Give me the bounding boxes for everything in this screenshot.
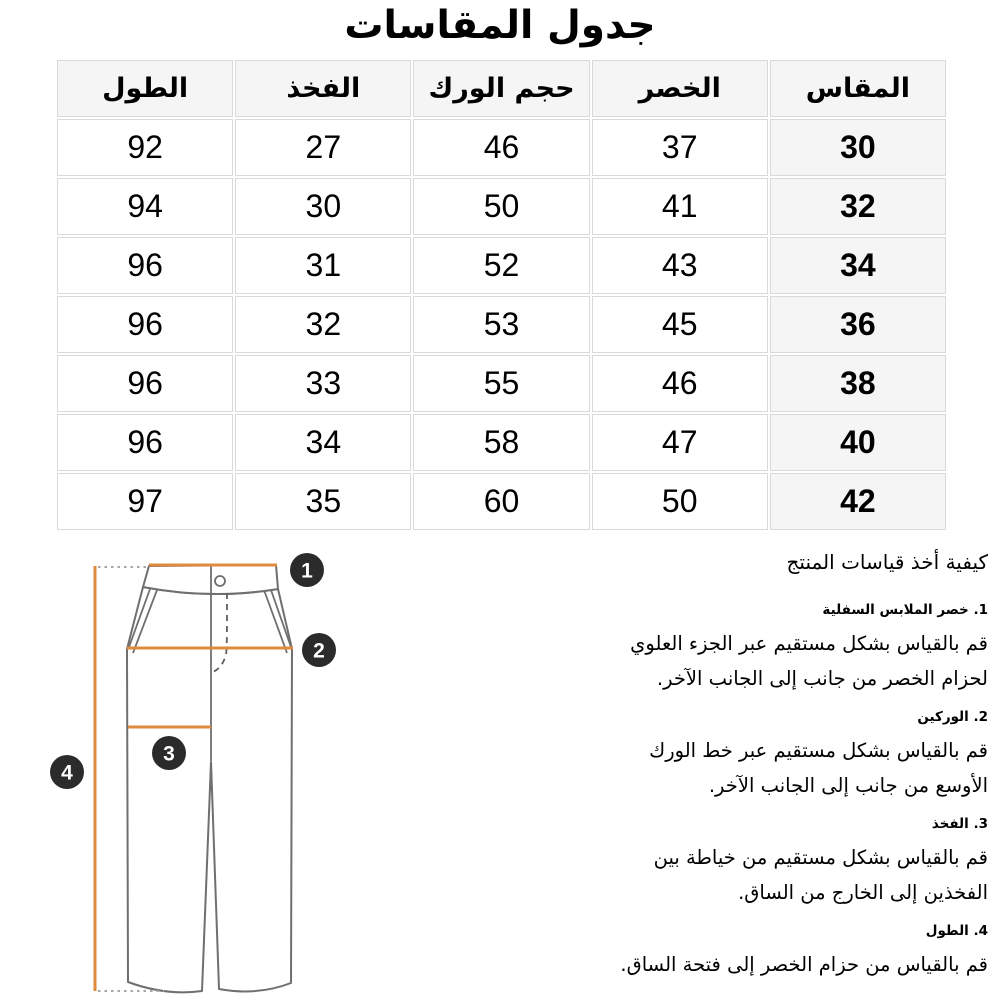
value-cell: 52 xyxy=(413,237,590,294)
size-table-body: 30 37 46 27 92 32 41 50 30 94 34 43 52 31 96 36 45 53 32 96… xyxy=(57,119,946,530)
value-cell: 96 xyxy=(57,355,234,412)
table-row: 32 41 50 30 94 xyxy=(57,178,946,235)
value-cell: 45 xyxy=(591,296,768,353)
size-cell: 36 xyxy=(769,296,946,353)
howto-heading: كيفية أخذ قياسات المنتج xyxy=(786,550,988,574)
value-cell: 94 xyxy=(57,178,234,235)
pants-measurement-diagram: 1 2 3 4 xyxy=(50,553,336,994)
column-header-hip: حجم الورك xyxy=(413,60,590,117)
step-text: قم بالقياس بشكل مستقيم عبر الجزء العلوي … xyxy=(630,632,988,690)
value-cell: 34 xyxy=(235,414,412,471)
column-header-waist: الخصر xyxy=(591,60,768,117)
fly-dashed-line xyxy=(212,592,228,673)
measure-step: 2. الوركين قم بالقياس بشكل مستقيم عبر خط … xyxy=(610,708,988,803)
value-cell: 33 xyxy=(235,355,412,412)
value-cell: 41 xyxy=(591,178,768,235)
pocket-line-left-2 xyxy=(132,589,158,654)
pocket-line-right-2 xyxy=(263,589,288,654)
badge-3-circle xyxy=(152,736,186,770)
size-table-head-row: المقاس الخصر حجم الورك الفخذ الطول xyxy=(57,60,946,117)
badge-3: 3 xyxy=(152,736,186,770)
value-cell: 27 xyxy=(235,119,412,176)
value-cell: 96 xyxy=(57,237,234,294)
step-text: قم بالقياس بشكل مستقيم من خياطة بين الفخ… xyxy=(653,846,988,904)
badge-1: 1 xyxy=(290,553,324,587)
badge-4-number: 4 xyxy=(61,762,73,785)
size-table: المقاس الخصر حجم الورك الفخذ الطول 30 37 46 27 9… xyxy=(55,58,948,532)
column-header-length: الطول xyxy=(57,60,234,117)
step-text: قم بالقياس بشكل مستقيم عبر خط الورك الأو… xyxy=(649,739,988,797)
howto-section: كيفية أخذ قياسات المنتج 1. خصر الملابس ا… xyxy=(610,548,988,994)
value-cell: 97 xyxy=(57,473,234,530)
badge-1-circle xyxy=(290,553,324,587)
size-cell: 42 xyxy=(769,473,946,530)
table-row: 34 43 52 31 96 xyxy=(57,237,946,294)
howto-steps: 1. خصر الملابس السفلية قم بالقياس بشكل مس… xyxy=(610,601,988,982)
value-cell: 58 xyxy=(413,414,590,471)
badge-2: 2 xyxy=(302,633,336,667)
step-text: قم بالقياس من حزام الخصر إلى فتحة الساق. xyxy=(620,953,988,976)
page-title: جدول المقاسات xyxy=(344,3,656,48)
step-label: 3. الفخذ xyxy=(931,816,988,832)
table-row: 42 50 60 35 97 xyxy=(57,473,946,530)
badge-1-number: 1 xyxy=(301,560,313,583)
value-cell: 55 xyxy=(413,355,590,412)
value-cell: 96 xyxy=(57,296,234,353)
badge-2-number: 2 xyxy=(313,640,325,663)
size-cell: 32 xyxy=(769,178,946,235)
value-cell: 37 xyxy=(591,119,768,176)
measure-step: 4. الطول قم بالقياس من حزام الخصر إلى فتح… xyxy=(610,922,988,982)
value-cell: 96 xyxy=(57,414,234,471)
size-cell: 34 xyxy=(769,237,946,294)
badge-2-circle xyxy=(302,633,336,667)
pocket-line-left xyxy=(128,588,151,648)
waist-button-icon xyxy=(214,575,226,587)
measure-step: 3. الفخذ قم بالقياس بشكل مستقيم من خياطة … xyxy=(610,815,988,910)
value-cell: 32 xyxy=(235,296,412,353)
step-label: 1. خصر الملابس السفلية xyxy=(822,602,988,618)
table-row: 38 46 55 33 96 xyxy=(57,355,946,412)
value-cell: 50 xyxy=(413,178,590,235)
value-cell: 30 xyxy=(235,178,412,235)
step-label: 4. الطول xyxy=(925,923,988,939)
value-cell: 35 xyxy=(235,473,412,530)
table-row: 36 45 53 32 96 xyxy=(57,296,946,353)
table-row: 30 37 46 27 92 xyxy=(57,119,946,176)
value-cell: 46 xyxy=(413,119,590,176)
pocket-line-right xyxy=(270,589,292,648)
column-header-size: المقاس xyxy=(769,60,946,117)
table-row: 40 47 58 34 96 xyxy=(57,414,946,471)
value-cell: 60 xyxy=(413,473,590,530)
badge-4: 4 xyxy=(50,755,84,789)
value-cell: 31 xyxy=(235,237,412,294)
column-header-thigh: الفخذ xyxy=(235,60,412,117)
measure-step: 1. خصر الملابس السفلية قم بالقياس بشكل مس… xyxy=(610,601,988,696)
size-cell: 40 xyxy=(769,414,946,471)
value-cell: 47 xyxy=(591,414,768,471)
value-cell: 43 xyxy=(591,237,768,294)
badge-3-number: 3 xyxy=(163,743,175,766)
badge-4-circle xyxy=(50,755,84,789)
value-cell: 53 xyxy=(413,296,590,353)
value-cell: 92 xyxy=(57,119,234,176)
size-cell: 30 xyxy=(769,119,946,176)
step-label: 2. الوركين xyxy=(917,709,988,725)
value-cell: 46 xyxy=(591,355,768,412)
value-cell: 50 xyxy=(591,473,768,530)
size-cell: 38 xyxy=(769,355,946,412)
